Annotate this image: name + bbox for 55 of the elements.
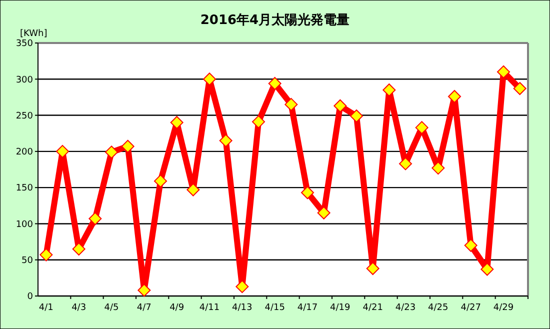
x-tick-label: 4/21 [362, 303, 383, 313]
x-tick-label: 4/29 [493, 303, 514, 313]
x-tick-label: 4/7 [136, 303, 152, 313]
x-tick-label: 4/15 [264, 303, 285, 313]
x-tick-label: 4/1 [38, 303, 54, 313]
point [236, 280, 249, 294]
point [382, 83, 396, 96]
point [88, 212, 102, 226]
y-tick-label: 150 [16, 184, 34, 194]
point [432, 162, 445, 175]
point [40, 248, 53, 262]
point [415, 121, 428, 134]
y-tick-label: 300 [16, 75, 34, 86]
x-tick-label: 4/19 [330, 303, 351, 313]
point [399, 157, 412, 170]
y-tick-label: 100 [16, 220, 34, 230]
point [513, 82, 526, 96]
point [334, 99, 347, 112]
y-axis-title: [KWh] [20, 29, 48, 39]
point [464, 238, 478, 252]
point [497, 65, 510, 78]
point [138, 284, 151, 297]
point [105, 146, 118, 159]
x-tick-label: 4/3 [72, 303, 86, 313]
x-tick-label: 4/5 [104, 303, 119, 313]
x-tick-label: 4/11 [199, 303, 220, 313]
y-tick-label: 250 [16, 111, 34, 122]
point [121, 140, 134, 153]
point [268, 76, 282, 90]
y-tick-label: 50 [22, 256, 34, 266]
y-tick-label: 0 [27, 292, 34, 302]
point [366, 262, 380, 276]
point [170, 116, 184, 130]
point [56, 144, 69, 158]
x-tick-label: 4/13 [232, 303, 252, 313]
x-tick-label: 4/23 [395, 303, 416, 313]
point [252, 115, 265, 128]
point [350, 110, 363, 123]
point [480, 262, 494, 276]
x-tick-label: 4/9 [170, 303, 184, 313]
x-tick-label: 4/27 [460, 303, 481, 313]
point [72, 242, 86, 256]
point [219, 134, 232, 148]
point [186, 183, 200, 196]
point [317, 206, 330, 220]
y-tick-label: 200 [16, 148, 34, 158]
y-tick-label: 350 [16, 39, 34, 50]
point [203, 72, 216, 86]
point [301, 186, 314, 200]
point [154, 174, 167, 188]
point [448, 90, 461, 103]
x-tick-label: 4/25 [428, 303, 448, 313]
point [284, 98, 298, 111]
chart-title: 2016年4月太陽光発電量 [200, 13, 350, 28]
x-tick-label: 4/17 [297, 303, 318, 313]
